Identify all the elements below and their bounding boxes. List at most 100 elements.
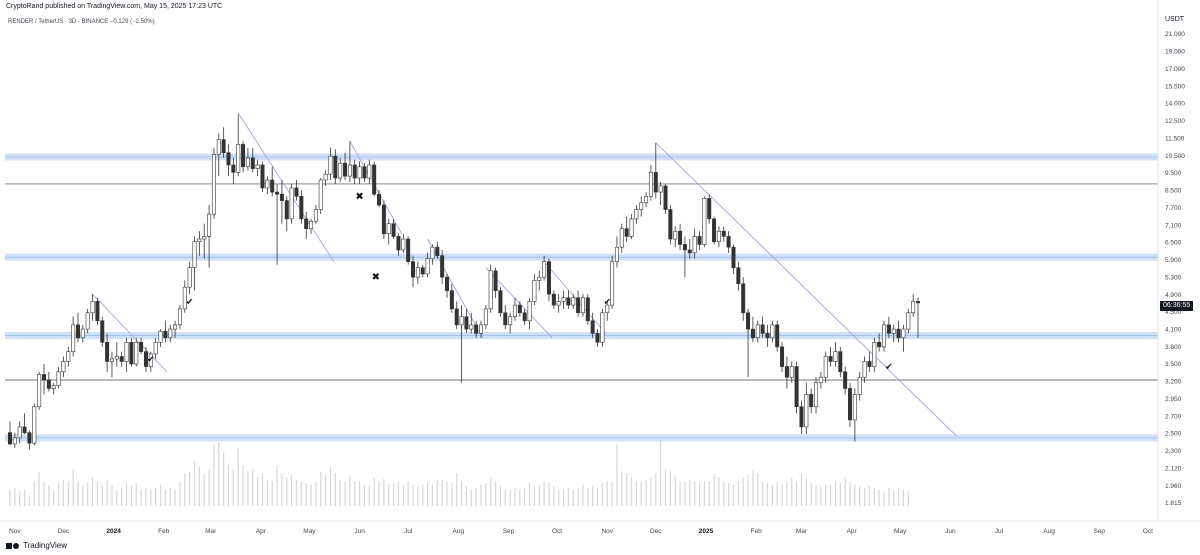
cross-2-marker: ✖ bbox=[372, 272, 380, 283]
volume-bar bbox=[315, 481, 317, 506]
volume-bar bbox=[295, 479, 298, 506]
time-tick: Jul bbox=[404, 528, 413, 535]
candle bbox=[760, 324, 765, 334]
candle bbox=[648, 172, 653, 197]
volume-bar bbox=[533, 486, 536, 506]
candle bbox=[372, 164, 377, 195]
candle bbox=[823, 356, 828, 378]
candle bbox=[255, 164, 260, 169]
volume-bar bbox=[48, 485, 50, 506]
volume-bar bbox=[728, 483, 730, 506]
candle bbox=[134, 341, 139, 365]
candle bbox=[105, 341, 110, 362]
candle bbox=[692, 236, 697, 254]
candle bbox=[702, 198, 707, 245]
volume-bar bbox=[135, 483, 137, 506]
candle bbox=[814, 382, 819, 408]
candle bbox=[216, 139, 221, 155]
volume-bar bbox=[708, 481, 710, 506]
volume-bar bbox=[718, 477, 720, 506]
volume-bar bbox=[232, 469, 234, 506]
volume-bar bbox=[592, 486, 594, 506]
volume-bar bbox=[621, 471, 623, 506]
volume-bar bbox=[305, 483, 307, 506]
candle bbox=[799, 406, 804, 428]
candle bbox=[716, 230, 721, 243]
volume-bar bbox=[329, 466, 332, 506]
candle bbox=[697, 236, 702, 245]
volume-bar bbox=[218, 442, 220, 506]
price-tick: 2.950 bbox=[1165, 396, 1182, 403]
candle bbox=[231, 164, 236, 173]
candle bbox=[750, 328, 755, 339]
volume-bar bbox=[412, 484, 414, 506]
volume-bar bbox=[538, 484, 540, 506]
candle bbox=[896, 328, 901, 339]
candle bbox=[182, 286, 187, 310]
candle bbox=[852, 394, 857, 421]
trend-2 bbox=[237, 112, 335, 262]
price-tick: 19.000 bbox=[1165, 49, 1185, 56]
volume-bar bbox=[189, 471, 191, 506]
candle bbox=[809, 394, 814, 408]
candle bbox=[668, 209, 673, 240]
candle bbox=[459, 316, 464, 326]
volume-bar bbox=[14, 487, 16, 506]
volume-bar bbox=[82, 485, 84, 506]
volume-bar bbox=[363, 484, 366, 506]
candle bbox=[401, 238, 406, 251]
candle bbox=[347, 164, 352, 177]
volume-bar bbox=[431, 484, 434, 506]
candle bbox=[566, 297, 571, 306]
candle bbox=[129, 341, 134, 365]
candle bbox=[46, 379, 51, 389]
candle bbox=[343, 162, 348, 177]
volume-bar bbox=[791, 478, 793, 506]
candle bbox=[236, 144, 241, 173]
check-2-marker: ✔ bbox=[186, 297, 194, 307]
time-tick: Jun bbox=[354, 528, 365, 535]
volume-bar bbox=[193, 460, 196, 506]
volume-bar bbox=[490, 477, 492, 506]
volume-bar bbox=[499, 486, 502, 506]
last-price-countdown: 06:36:55 bbox=[1160, 301, 1194, 311]
volume-bar bbox=[689, 479, 691, 506]
candle bbox=[794, 366, 799, 408]
candle bbox=[406, 238, 411, 262]
volume-bar bbox=[33, 481, 35, 506]
volume-bar bbox=[558, 489, 560, 506]
time-tick: Aug bbox=[453, 528, 465, 535]
candle bbox=[571, 297, 576, 306]
volume-bar bbox=[130, 486, 132, 506]
volume-bar bbox=[878, 489, 880, 506]
candle bbox=[886, 324, 891, 334]
candle bbox=[911, 301, 916, 314]
volume-bar bbox=[203, 473, 205, 506]
candle bbox=[270, 179, 275, 193]
candle bbox=[551, 293, 556, 306]
candle bbox=[226, 152, 231, 166]
volume-bar bbox=[907, 491, 909, 506]
cross-1-marker: ✖ bbox=[355, 191, 363, 202]
volume-bar bbox=[23, 489, 26, 506]
volume-bar bbox=[868, 486, 871, 506]
time-tick: Dec bbox=[58, 528, 70, 535]
candle bbox=[313, 209, 318, 222]
volume-bar bbox=[655, 473, 657, 506]
volume-bar bbox=[310, 484, 312, 506]
volume-bar bbox=[257, 477, 259, 506]
volume-bar bbox=[776, 481, 778, 506]
volume-bar bbox=[766, 483, 769, 506]
price-tick: 5.300 bbox=[1165, 274, 1182, 281]
time-tick: May bbox=[303, 528, 316, 535]
candle bbox=[537, 276, 542, 281]
price-tick: 3.200 bbox=[1165, 379, 1182, 386]
volume-bar bbox=[737, 481, 739, 506]
volume-bar bbox=[451, 483, 453, 506]
volume-bar bbox=[475, 487, 477, 506]
time-tick: Feb bbox=[751, 528, 763, 535]
volume-bar bbox=[562, 489, 565, 506]
time-tick: Jul bbox=[995, 528, 1004, 535]
tradingview-brand[interactable]: TradingView bbox=[6, 541, 67, 550]
